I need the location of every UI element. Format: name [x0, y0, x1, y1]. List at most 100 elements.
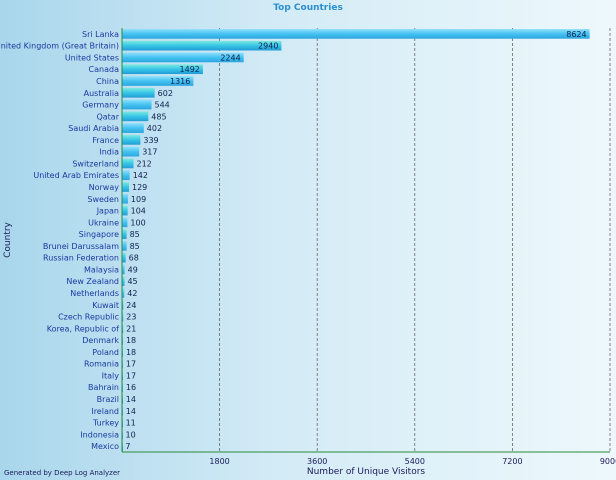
data-label: 49: [128, 265, 138, 274]
bar: [122, 182, 129, 192]
category-label: Ukraine: [88, 218, 119, 227]
data-label: 21: [126, 324, 136, 333]
bar: [122, 87, 155, 98]
category-label: India: [99, 148, 119, 157]
data-label: 23: [126, 313, 136, 322]
category-label: Romania: [84, 360, 119, 369]
data-label: 1316: [170, 77, 190, 86]
data-label: 544: [154, 101, 169, 110]
bar: [122, 146, 140, 157]
data-label: 45: [127, 277, 137, 286]
category-label: Qatar: [96, 112, 119, 121]
bar: [122, 193, 128, 204]
category-label: Sri Lanka: [82, 30, 119, 39]
category-label: Norway: [89, 183, 120, 192]
data-label: 10: [126, 430, 136, 439]
category-label: Brunei Darussalam: [43, 242, 119, 251]
data-label: 2244: [220, 53, 240, 62]
bar: [122, 111, 149, 122]
category-label: Japan: [96, 207, 119, 216]
data-label: 8624: [566, 30, 586, 39]
data-label: 402: [147, 124, 162, 133]
category-label: Saudi Arabia: [68, 124, 119, 133]
bar: [122, 229, 127, 239]
category-label: New Zealand: [66, 277, 119, 286]
x-tick-label: 9000: [600, 457, 616, 466]
category-label: Kuwait: [92, 301, 119, 310]
data-label: 85: [130, 230, 140, 239]
category-label: United Kingdom (Great Britain): [0, 42, 119, 51]
category-label: Brazil: [97, 395, 119, 404]
category-label: Switzerland: [72, 159, 119, 168]
data-label: 18: [126, 336, 136, 345]
category-label: Sweden: [87, 195, 119, 204]
data-label: 7: [125, 442, 130, 451]
category-label: Czech Republic: [58, 313, 119, 322]
bar: [122, 52, 244, 63]
data-label: 109: [131, 195, 146, 204]
bar: [122, 276, 125, 287]
bar: [122, 241, 127, 251]
data-label: 2940: [258, 42, 278, 51]
bar: [122, 252, 126, 263]
category-label: Malaysia: [84, 265, 119, 274]
x-tick-label: 7200: [502, 457, 522, 466]
data-label: 11: [126, 419, 136, 428]
data-label: 17: [126, 360, 136, 369]
data-label: 68: [129, 254, 139, 263]
category-label: United States: [65, 53, 119, 62]
bar: [122, 29, 590, 39]
footer-credit: Generated by Deep Log Analyzer: [4, 469, 121, 477]
category-label: Singapore: [79, 230, 119, 239]
category-label: Russian Federation: [43, 254, 119, 263]
category-label: Indonesia: [80, 430, 119, 439]
bar: [122, 311, 124, 322]
data-label: 24: [126, 301, 136, 310]
bar: [122, 123, 144, 133]
category-label: China: [96, 77, 119, 86]
bar: [122, 158, 134, 169]
bar: [122, 299, 124, 310]
bar: [122, 40, 282, 51]
x-axis-label: Number of Unique Visitors: [306, 467, 426, 477]
category-label: Turkey: [92, 419, 119, 428]
chart-title: Top Countries: [273, 3, 343, 13]
data-label: 16: [126, 383, 136, 392]
data-label: 1492: [180, 65, 200, 74]
data-label: 14: [126, 407, 136, 416]
category-label: Bahrain: [88, 383, 119, 392]
data-label: 602: [158, 89, 173, 98]
category-label: Poland: [92, 348, 119, 357]
category-label: Korea, Republic of: [47, 324, 119, 333]
data-label: 339: [143, 136, 158, 145]
bar: [122, 99, 152, 110]
data-label: 100: [130, 218, 145, 227]
category-label: Ireland: [91, 407, 119, 416]
data-label: 317: [142, 148, 157, 157]
x-tick-label: 3600: [307, 457, 327, 466]
data-label: 142: [133, 171, 148, 180]
category-label: Netherlands: [70, 289, 119, 298]
data-label: 129: [132, 183, 147, 192]
data-label: 104: [131, 207, 146, 216]
data-label: 485: [151, 112, 166, 121]
bar: [122, 170, 130, 181]
bar: [122, 217, 128, 228]
data-label: 85: [130, 242, 140, 251]
category-label: United Arab Emirates: [33, 171, 119, 180]
data-label: 42: [127, 289, 137, 298]
data-label: 18: [126, 348, 136, 357]
category-label: Australia: [84, 89, 119, 98]
bar: [122, 264, 125, 275]
bar: [122, 288, 125, 298]
data-label: 17: [126, 371, 136, 380]
category-label: France: [92, 136, 119, 145]
category-label: Germany: [82, 101, 119, 110]
category-label: Mexico: [91, 442, 119, 451]
bar: [122, 205, 128, 216]
category-label: Canada: [89, 65, 120, 74]
data-label: 14: [126, 395, 136, 404]
data-label: 212: [136, 159, 151, 168]
bar: [122, 323, 124, 334]
